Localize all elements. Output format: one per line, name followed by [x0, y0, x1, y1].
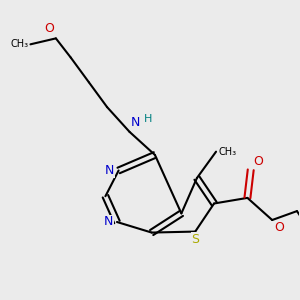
Text: N: N	[104, 215, 113, 229]
Text: O: O	[44, 22, 54, 35]
Text: S: S	[191, 233, 199, 246]
Text: CH₃: CH₃	[11, 39, 29, 49]
Text: N: N	[105, 164, 114, 177]
Text: O: O	[253, 155, 263, 168]
Text: H: H	[144, 113, 152, 124]
Text: CH₃: CH₃	[218, 147, 237, 157]
Text: N: N	[131, 116, 140, 130]
Text: O: O	[274, 221, 284, 235]
